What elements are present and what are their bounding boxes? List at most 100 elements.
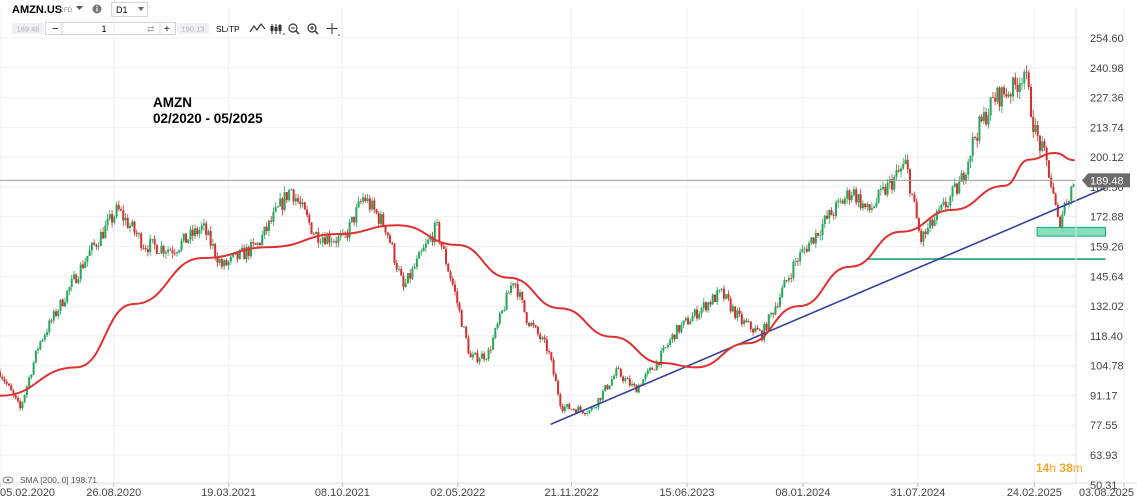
crosshair-icon[interactable]: [326, 23, 340, 36]
candle-body: [599, 398, 602, 400]
candle-body: [436, 222, 439, 223]
candle-body: [705, 302, 708, 311]
candle-body: [137, 233, 140, 235]
candle-body: [615, 368, 618, 376]
candle-body: [994, 97, 997, 102]
candle-body: [967, 161, 970, 175]
candle-body: [281, 198, 284, 210]
candle-body: [388, 235, 391, 243]
candle-body: [642, 379, 645, 386]
candle-body: [256, 243, 259, 245]
volume-stepper[interactable]: [45, 22, 176, 35]
volume-input[interactable]: 1: [101, 24, 106, 34]
indicator-legend[interactable]: SMA [200, 0] 198.71: [2, 475, 97, 485]
candle-body: [117, 204, 120, 210]
candle-body: [216, 256, 219, 263]
candle-body: [830, 210, 833, 216]
eye-icon[interactable]: [2, 476, 14, 484]
candle-body: [55, 311, 58, 316]
candle-body: [924, 231, 927, 235]
timeframe-select[interactable]: D1: [111, 2, 148, 17]
candle-body: [48, 320, 51, 333]
candle-body: [146, 249, 149, 253]
candle-body: [812, 237, 815, 244]
candle-body: [687, 318, 690, 325]
candle-body: [796, 261, 799, 262]
candle-body: [88, 250, 91, 256]
candle-body: [698, 313, 701, 319]
candle-body: [1050, 177, 1053, 187]
candle-body: [895, 170, 898, 177]
candle-body: [397, 269, 400, 270]
info-icon[interactable]: [92, 4, 102, 14]
volume-minus-button[interactable]: −: [52, 23, 58, 35]
candle-body: [120, 209, 123, 211]
symbol-dropdown-icon[interactable]: [76, 6, 83, 10]
candle-body: [330, 241, 333, 243]
zoom-in-icon[interactable]: [307, 23, 319, 35]
candle-body: [409, 273, 412, 279]
candle-body: [391, 242, 394, 244]
candle-body: [554, 374, 557, 382]
sell-price-box[interactable]: [12, 23, 44, 34]
sltp-button[interactable]: SL/TP: [216, 24, 240, 34]
candle-body: [99, 231, 102, 246]
candle-body: [393, 243, 396, 263]
candle-body: [534, 325, 537, 328]
candle-body: [740, 313, 743, 324]
candle-body: [427, 239, 430, 244]
candle-body: [21, 402, 24, 409]
zoom-out-icon[interactable]: [288, 23, 300, 35]
candles-icon[interactable]: [270, 24, 285, 35]
candle-body: [1029, 86, 1032, 118]
candle-body: [964, 174, 967, 182]
candle-body: [902, 163, 905, 169]
candle-body: [1047, 160, 1050, 178]
candle-body: [460, 310, 463, 327]
candle-body: [63, 302, 66, 307]
candle-body: [821, 224, 824, 236]
candle-body: [32, 362, 35, 375]
candle-body: [570, 408, 573, 410]
candle-body: [960, 173, 963, 182]
candle-body: [1032, 117, 1035, 132]
candle-body: [229, 256, 232, 262]
candle-body: [891, 179, 894, 190]
symbol-name[interactable]: AMZN.US: [12, 4, 62, 16]
candles: [0, 65, 1075, 417]
overlays: [0, 152, 1107, 425]
buy-price-box[interactable]: [177, 23, 209, 34]
candle-body: [870, 208, 873, 210]
candle-body: [301, 202, 304, 205]
candle-body: [956, 183, 959, 194]
x-tick-label: 08.01.2024: [775, 487, 830, 499]
candle-body: [485, 359, 488, 360]
candle-body: [480, 353, 483, 359]
candle-body: [400, 269, 403, 276]
candle-body: [37, 348, 40, 351]
candle-body: [415, 258, 418, 267]
candle-body: [317, 231, 320, 243]
candle-body: [976, 137, 979, 141]
line-chart-icon[interactable]: [249, 22, 266, 33]
candle-body: [850, 195, 853, 201]
candle-body: [855, 189, 858, 203]
candle-body: [539, 334, 542, 340]
candle-body: [7, 383, 10, 386]
candle-body: [756, 327, 759, 330]
candle-body: [467, 338, 470, 354]
candle-body: [655, 362, 658, 370]
candle-body: [158, 253, 161, 255]
x-tick-label: 19.03.2021: [201, 487, 256, 499]
candle-body: [944, 201, 947, 208]
candle-body: [323, 237, 326, 245]
candle-body: [920, 230, 923, 242]
swap-icon[interactable]: ⇄: [147, 24, 155, 34]
support-zone: [1036, 226, 1107, 237]
candle-body: [864, 203, 867, 208]
candle-body: [108, 214, 111, 219]
volume-plus-button[interactable]: +: [164, 24, 170, 35]
candle-body: [1070, 186, 1073, 201]
candle-body: [5, 381, 8, 384]
